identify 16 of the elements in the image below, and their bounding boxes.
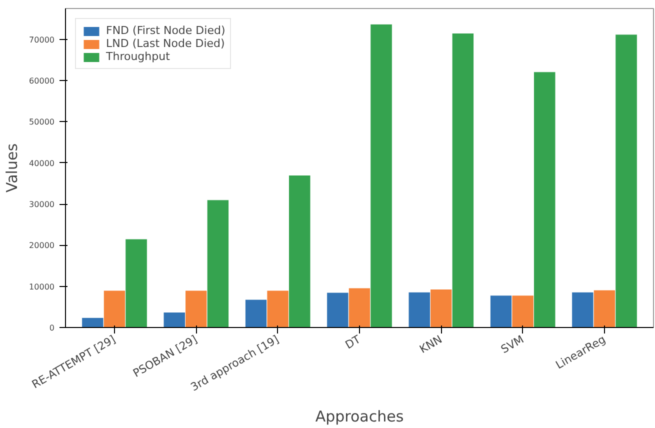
y-tick-label: 50000 (29, 118, 55, 127)
y-tick-label: 40000 (29, 158, 55, 168)
x-axis-title: Approaches (315, 407, 404, 426)
y-tick-label: 70000 (29, 35, 55, 44)
x-tick-label: DT (343, 332, 363, 352)
legend-label: FND (First Node Died) (106, 24, 226, 37)
x-tick-label: SVM (498, 332, 526, 356)
legend-label: LND (Last Node Died) (106, 37, 225, 50)
y-tick-label: 30000 (29, 200, 55, 210)
y-tick-label: 0 (49, 324, 55, 332)
y-axis-title: Values (3, 143, 22, 193)
y-tick-label: 20000 (29, 241, 55, 250)
y-tick-label: 60000 (29, 76, 55, 86)
legend-label: Throughput (106, 50, 170, 63)
x-tick-label: KNN (417, 332, 444, 356)
y-tick-label: 10000 (29, 282, 55, 292)
